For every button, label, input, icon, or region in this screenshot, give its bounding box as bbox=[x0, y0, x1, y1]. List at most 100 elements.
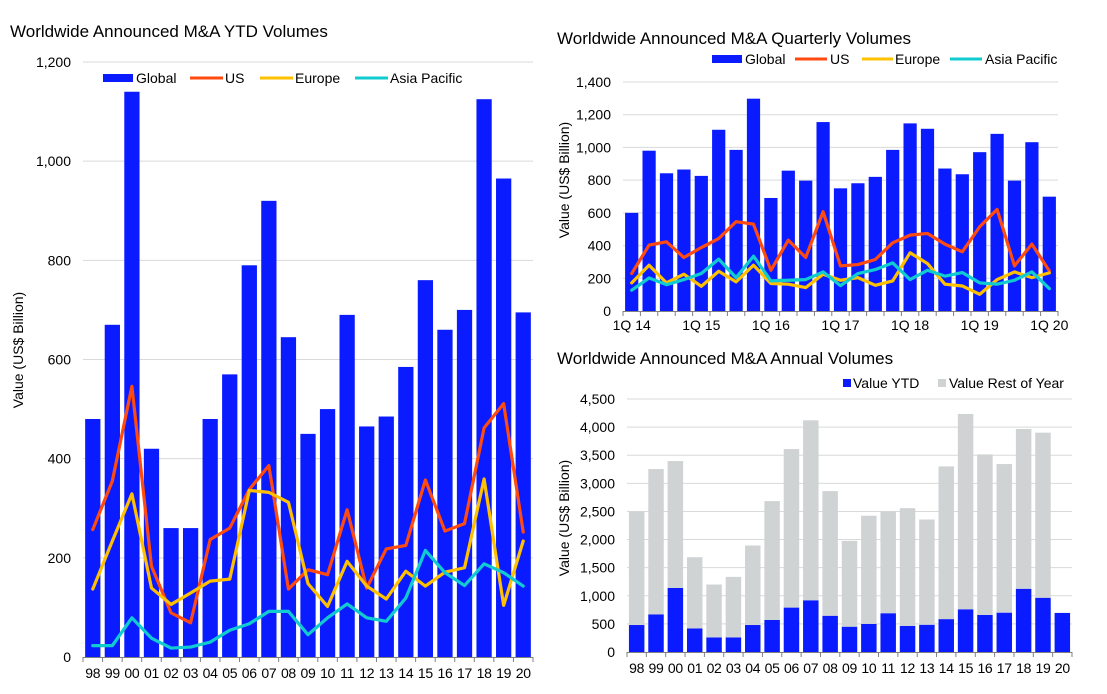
bar-value-rest-of-year bbox=[745, 545, 761, 626]
bar-value-rest-of-year bbox=[880, 511, 896, 614]
legend-label-asia-pacific: Asia Pacific bbox=[390, 70, 462, 86]
bar-global bbox=[1025, 142, 1039, 311]
bar-value-rest-of-year bbox=[706, 584, 722, 638]
x-tick-label: 12 bbox=[900, 660, 915, 676]
y-tick-label: 1,500 bbox=[580, 560, 615, 576]
y-tick-label: 1,000 bbox=[576, 139, 611, 155]
bar-value-ytd bbox=[899, 625, 916, 652]
x-tick-label: 02 bbox=[164, 665, 179, 681]
bar-value-rest-of-year bbox=[1015, 428, 1032, 589]
x-tick-label: 04 bbox=[203, 665, 218, 681]
y-tick-label: 1,000 bbox=[36, 153, 71, 169]
x-tick-label: 16 bbox=[977, 660, 992, 676]
bar-value-ytd bbox=[861, 623, 877, 652]
x-tick-label: 98 bbox=[629, 660, 644, 676]
bar-value-ytd bbox=[919, 624, 935, 652]
x-tick-label: 07 bbox=[261, 665, 276, 681]
x-tick-label: 99 bbox=[105, 665, 120, 681]
bar-value-ytd bbox=[977, 614, 993, 652]
bar-global bbox=[163, 528, 179, 657]
bar-value-ytd bbox=[841, 626, 858, 652]
x-axis: 98 99 00 01 02 03 04 05 06 07 08 09 10 11 12 13 14 15 16 17… bbox=[82, 657, 534, 681]
bar-value-rest-of-year bbox=[996, 464, 1013, 613]
x-tick-label: 12 bbox=[359, 665, 374, 681]
x-tick-label: 09 bbox=[301, 665, 316, 681]
x-tick-label: 20 bbox=[1055, 660, 1070, 676]
x-tick-label: 09 bbox=[842, 660, 857, 676]
x-tick-label: 01 bbox=[687, 660, 702, 676]
y-axis: 0 200 400 600 800 1,000 1,200 1,400 bbox=[576, 74, 611, 319]
bar-global bbox=[85, 419, 101, 657]
bar-global bbox=[746, 98, 761, 311]
y-tick-label: 500 bbox=[592, 616, 616, 632]
bar-value-rest-of-year bbox=[919, 519, 935, 625]
bar-global bbox=[104, 324, 120, 657]
bar-value-ytd bbox=[706, 637, 722, 652]
bar-value-rest-of-year bbox=[667, 461, 684, 588]
x-tick-label: 98 bbox=[85, 665, 100, 681]
bar-value-rest-of-year bbox=[648, 469, 664, 615]
bar-value-rest-of-year bbox=[841, 540, 858, 627]
y-tick-label: 3,500 bbox=[580, 447, 615, 463]
bar-value-rest-of-year bbox=[957, 413, 974, 610]
bar-global bbox=[300, 433, 316, 657]
x-tick-label: 18 bbox=[1016, 660, 1031, 676]
legend-label-value-ytd: Value YTD bbox=[853, 375, 919, 391]
bar-value-rest-of-year bbox=[899, 508, 916, 626]
bar-value-ytd bbox=[996, 612, 1013, 652]
x-tick-label: 00 bbox=[124, 665, 139, 681]
bars bbox=[628, 413, 1071, 652]
bar-global bbox=[417, 280, 434, 657]
y-tick-label: 800 bbox=[588, 172, 612, 188]
legend-swatch-global bbox=[712, 55, 742, 63]
bar-value-rest-of-year bbox=[977, 454, 993, 615]
x-tick-label: 99 bbox=[649, 660, 664, 676]
y-tick-label: 600 bbox=[588, 205, 612, 221]
quarterly-volumes-chart: Worldwide Announced M&A Quarterly Volume… bbox=[556, 29, 1069, 333]
bar-global bbox=[990, 133, 1004, 311]
bar-global bbox=[955, 174, 969, 311]
y-tick-label: 600 bbox=[48, 352, 72, 368]
bar-value-rest-of-year bbox=[686, 557, 703, 629]
y-tick-label: 2,000 bbox=[580, 532, 615, 548]
x-tick-label: 1Q 18 bbox=[891, 317, 929, 333]
x-tick-label: 15 bbox=[418, 665, 433, 681]
x-tick-label: 18 bbox=[477, 665, 492, 681]
bar-global bbox=[456, 309, 473, 657]
bar-value-rest-of-year bbox=[1035, 432, 1051, 598]
y-axis-title: Value (US$ Billion) bbox=[556, 460, 572, 576]
x-tick-label: 10 bbox=[861, 660, 876, 676]
bar-global bbox=[920, 128, 935, 311]
bar-global bbox=[973, 152, 987, 311]
legend-label-value-rest-of-year: Value Rest of Year bbox=[949, 375, 1064, 391]
legend: Global US Europe Asia Pacific bbox=[712, 51, 1057, 67]
x-tick-label: 13 bbox=[379, 665, 394, 681]
x-tick-label: 19 bbox=[496, 665, 511, 681]
x-tick-label: 03 bbox=[183, 665, 198, 681]
y-tick-label: 2,500 bbox=[580, 503, 615, 519]
bar-value-ytd bbox=[938, 619, 954, 652]
x-tick-label: 06 bbox=[242, 665, 257, 681]
x-tick-label: 17 bbox=[457, 665, 472, 681]
bar-value-rest-of-year bbox=[628, 511, 645, 626]
y-axis-title: Value (US$ Billion) bbox=[556, 122, 572, 238]
y-tick-label: 1,400 bbox=[576, 74, 611, 90]
legend-swatch-global bbox=[103, 74, 133, 82]
bar-global bbox=[515, 312, 531, 657]
bar-global bbox=[359, 426, 375, 657]
x-tick-label: 20 bbox=[516, 665, 531, 681]
x-tick-label: 1Q 17 bbox=[821, 317, 859, 333]
x-tick-label: 1Q 16 bbox=[752, 317, 790, 333]
x-tick-label: 04 bbox=[745, 660, 760, 676]
bar-global bbox=[261, 200, 277, 658]
y-tick-label: 400 bbox=[48, 451, 72, 467]
x-tick-label: 11 bbox=[881, 660, 895, 676]
x-tick-label: 19 bbox=[1035, 660, 1050, 676]
x-tick-label: 14 bbox=[398, 665, 413, 681]
x-tick-label: 00 bbox=[668, 660, 683, 676]
bar-value-rest-of-year bbox=[725, 576, 742, 638]
bar-value-ytd bbox=[822, 615, 838, 652]
x-tick-label: 15 bbox=[958, 660, 973, 676]
bar-value-rest-of-year bbox=[861, 515, 877, 624]
bar-value-ytd bbox=[628, 625, 645, 652]
